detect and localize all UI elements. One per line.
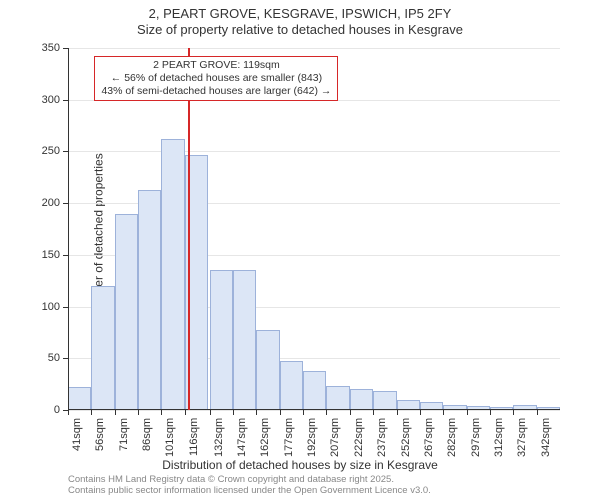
annotation-line-2: ← 56% of detached houses are smaller (84… (101, 72, 331, 85)
y-tick-label: 0 (28, 404, 60, 416)
x-tick-label: 312sqm (493, 418, 505, 457)
x-tick-label: 222sqm (353, 418, 365, 457)
x-tick-mark (537, 410, 538, 415)
y-tick-label: 50 (28, 352, 60, 364)
chart-title: 2, PEART GROVE, KESGRAVE, IPSWICH, IP5 2… (0, 6, 600, 39)
x-tick-label: 252sqm (400, 418, 412, 457)
x-tick-label: 342sqm (540, 418, 552, 457)
x-tick-mark (138, 410, 139, 415)
y-tick-mark (63, 100, 68, 101)
y-axis-line (68, 48, 69, 410)
x-tick-label: 237sqm (376, 418, 388, 457)
x-tick-mark (443, 410, 444, 415)
x-tick-label: 297sqm (470, 418, 482, 457)
footer-line-2: Contains public sector information licen… (68, 485, 431, 496)
x-tick-mark (210, 410, 211, 415)
x-tick-mark (115, 410, 116, 415)
x-tick-label: 162sqm (259, 418, 271, 457)
x-tick-mark (233, 410, 234, 415)
annotation-box: 2 PEART GROVE: 119sqm ← 56% of detached … (94, 56, 338, 101)
footer: Contains HM Land Registry data © Crown c… (68, 474, 431, 497)
y-tick-label: 100 (28, 301, 60, 313)
x-tick-label: 116sqm (188, 418, 200, 456)
y-tick-mark (63, 255, 68, 256)
x-tick-label: 207sqm (329, 418, 341, 457)
annotation-line-3: 43% of semi-detached houses are larger (… (101, 85, 331, 98)
plot-area: 050100150200250300350 41sqm56sqm71sqm86s… (68, 48, 560, 410)
annotation-line-1: 2 PEART GROVE: 119sqm (101, 59, 331, 72)
title-line-1: 2, PEART GROVE, KESGRAVE, IPSWICH, IP5 2… (0, 6, 600, 22)
footer-line-1: Contains HM Land Registry data © Crown c… (68, 474, 431, 485)
x-tick-label: 132sqm (213, 418, 225, 457)
x-tick-mark (467, 410, 468, 415)
y-tick-mark (63, 358, 68, 359)
x-tick-mark (373, 410, 374, 415)
x-tick-label: 192sqm (306, 418, 318, 457)
x-axis-line (68, 409, 560, 410)
x-tick-label: 327sqm (516, 418, 528, 457)
marker-line (188, 48, 190, 410)
y-tick-mark (63, 151, 68, 152)
x-tick-mark (397, 410, 398, 415)
y-tick-mark (63, 203, 68, 204)
x-tick-label: 71sqm (118, 418, 130, 451)
x-tick-label: 56sqm (94, 418, 106, 451)
y-tick-label: 150 (28, 249, 60, 261)
y-tick-label: 300 (28, 94, 60, 106)
x-tick-mark (490, 410, 491, 415)
x-tick-label: 86sqm (141, 418, 153, 451)
x-tick-mark (68, 410, 69, 415)
y-tick-mark (63, 48, 68, 49)
x-tick-label: 147sqm (236, 418, 248, 457)
x-tick-mark (280, 410, 281, 415)
x-tick-label: 101sqm (164, 418, 176, 457)
x-tick-label: 41sqm (71, 418, 83, 451)
x-tick-label: 282sqm (446, 418, 458, 457)
x-tick-mark (303, 410, 304, 415)
y-tick-label: 350 (28, 42, 60, 54)
y-tick-mark (63, 307, 68, 308)
title-line-2: Size of property relative to detached ho… (0, 22, 600, 38)
chart-container: 2, PEART GROVE, KESGRAVE, IPSWICH, IP5 2… (0, 0, 600, 500)
axes (68, 48, 560, 410)
x-tick-mark (161, 410, 162, 415)
y-tick-label: 250 (28, 145, 60, 157)
x-tick-mark (326, 410, 327, 415)
x-tick-label: 267sqm (423, 418, 435, 457)
y-tick-label: 200 (28, 197, 60, 209)
x-tick-mark (350, 410, 351, 415)
x-tick-mark (91, 410, 92, 415)
x-tick-mark (513, 410, 514, 415)
x-tick-mark (185, 410, 186, 415)
x-tick-mark (420, 410, 421, 415)
x-tick-mark (256, 410, 257, 415)
gridline (68, 410, 560, 411)
x-tick-label: 177sqm (283, 418, 295, 457)
x-axis-label: Distribution of detached houses by size … (0, 458, 600, 472)
